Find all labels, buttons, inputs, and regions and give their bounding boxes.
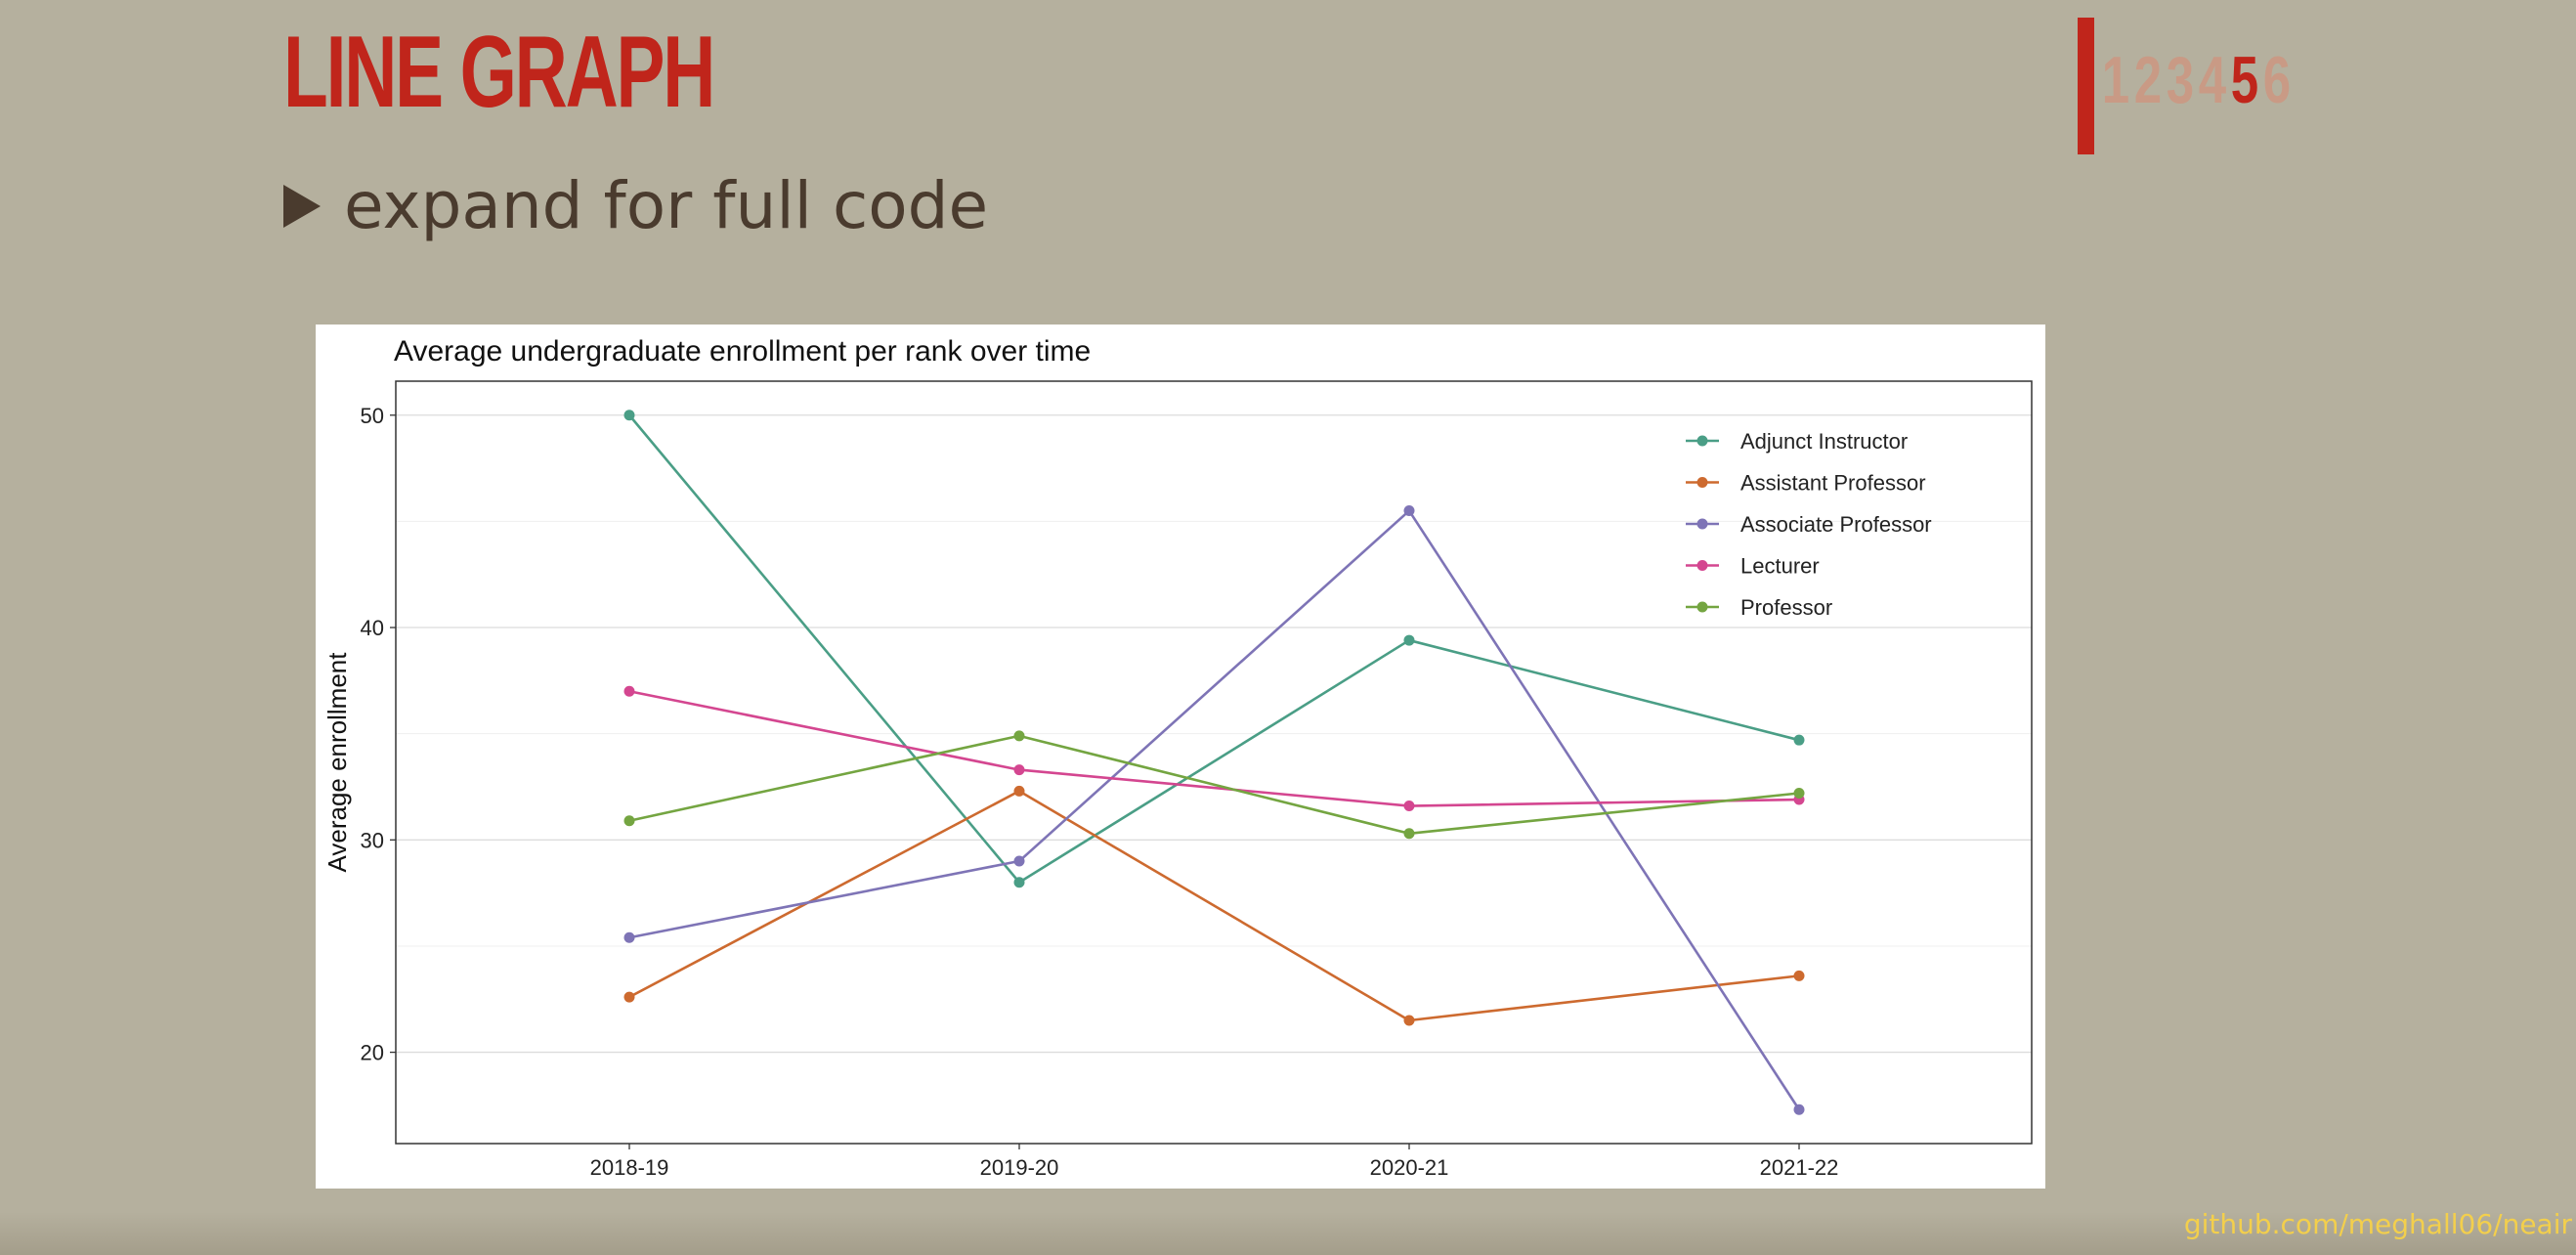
page-link-3[interactable]: 3 [2166, 43, 2195, 117]
data-point-associate-professor [623, 931, 635, 943]
legend-key-point [1696, 560, 1708, 571]
legend-item-associate-professor: Associate Professor [1686, 512, 1932, 537]
data-point-professor [1403, 828, 1415, 840]
footer-bar [0, 1212, 2576, 1255]
legend-key-point [1696, 435, 1708, 447]
data-point-assistant-professor [623, 991, 635, 1003]
plot-panel-border [395, 380, 2033, 1145]
data-point-professor [1793, 788, 1805, 800]
page-link-6[interactable]: 6 [2262, 43, 2292, 117]
slide-title: LINE GRAPH [283, 16, 715, 129]
series-professor [623, 730, 1805, 840]
series-adjunct-instructor [623, 410, 1805, 888]
chart-title: Average undergraduate enrollment per ran… [394, 335, 1091, 368]
legend-label: Associate Professor [1740, 512, 1932, 537]
legend-key-point [1696, 518, 1708, 530]
data-point-professor [623, 815, 635, 827]
data-point-associate-professor [1793, 1104, 1805, 1115]
data-point-professor [1013, 730, 1025, 742]
legend-label: Lecturer [1740, 554, 1820, 579]
y-tick-label: 50 [361, 404, 384, 428]
expand-code-label[interactable]: expand for full code [344, 168, 989, 243]
slide-nav-marker [2078, 18, 2094, 154]
page-link-2[interactable]: 2 [2133, 43, 2163, 117]
data-point-lecturer [1013, 764, 1025, 776]
disclosure-triangle-icon[interactable] [283, 185, 321, 228]
x-tick-label: 2021-22 [1760, 1155, 1839, 1180]
data-point-lecturer [1403, 801, 1415, 812]
data-point-adjunct-instructor [1403, 634, 1415, 646]
x-tick-label: 2018-19 [590, 1155, 669, 1180]
data-point-assistant-professor [1793, 970, 1805, 981]
y-tick-label: 20 [361, 1041, 384, 1065]
series-line-adjunct-instructor [628, 413, 1800, 885]
legend-item-assistant-professor: Assistant Professor [1686, 471, 1926, 496]
data-point-assistant-professor [1403, 1015, 1415, 1026]
legend-label: Professor [1740, 595, 1832, 620]
legend-label: Adjunct Instructor [1740, 429, 1908, 454]
legend-item-lecturer: Lecturer [1686, 554, 1820, 579]
y-tick-label: 40 [361, 616, 384, 640]
series-line-professor [628, 734, 1800, 836]
slide-pagination: 1 2 3 4 5 6 [2101, 47, 2292, 113]
x-tick-label: 2020-21 [1370, 1155, 1449, 1180]
grid-lines [396, 414, 2032, 1054]
y-axis-label: Average enrollment [322, 652, 352, 873]
legend-item-adjunct-instructor: Adjunct Instructor [1686, 429, 1908, 454]
page-link-1[interactable]: 1 [2101, 43, 2130, 117]
data-point-lecturer [623, 685, 635, 697]
series-lines [623, 410, 1805, 1115]
legend: Adjunct Instructor Assistant Professor Ass… [1686, 429, 1932, 620]
data-point-assistant-professor [1013, 785, 1025, 797]
series-assistant-professor [623, 785, 1805, 1026]
line-chart: Average undergraduate enrollment per ran… [322, 335, 2033, 1180]
data-point-adjunct-instructor [1793, 734, 1805, 746]
data-point-associate-professor [1403, 505, 1415, 517]
expand-code-toggle[interactable]: expand for full code [283, 174, 988, 238]
series-line-associate-professor [628, 509, 1801, 1110]
legend-label: Assistant Professor [1740, 471, 1926, 496]
series-line-lecturer [628, 689, 1800, 807]
line-chart-card: Average undergraduate enrollment per ran… [316, 325, 2045, 1189]
data-point-associate-professor [1013, 855, 1025, 867]
legend-key-point [1696, 601, 1708, 613]
legend-item-professor: Professor [1686, 595, 1832, 620]
data-point-adjunct-instructor [1013, 877, 1025, 888]
series-associate-professor [623, 505, 1805, 1115]
x-tick-label: 2019-20 [980, 1155, 1059, 1180]
page-link-5[interactable]: 5 [2230, 43, 2259, 117]
footer-github-link[interactable]: github.com/meghall06/neair [2183, 1208, 2572, 1240]
page-link-4[interactable]: 4 [2198, 43, 2227, 117]
y-tick-label: 30 [361, 828, 384, 852]
series-lecturer [623, 685, 1805, 812]
data-point-adjunct-instructor [623, 410, 635, 421]
legend-key-point [1696, 477, 1708, 488]
axis-ticks: 20 30 40 50 2018-19 2019-20 2020-21 2021-22 [361, 404, 1839, 1180]
series-line-assistant-professor [628, 790, 1800, 1022]
